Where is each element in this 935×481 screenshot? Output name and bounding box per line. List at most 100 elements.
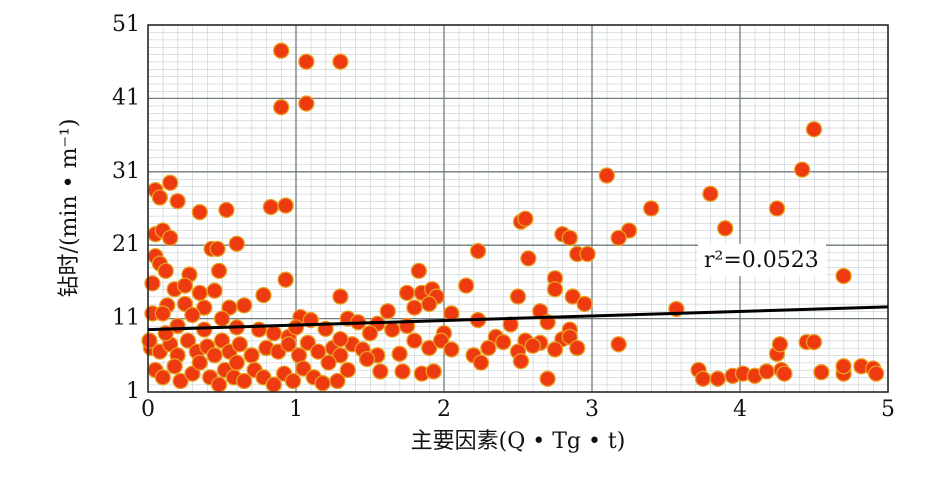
point	[172, 372, 189, 390]
point	[421, 339, 438, 357]
point	[509, 288, 527, 305]
point	[287, 319, 305, 336]
point	[432, 332, 450, 349]
point	[406, 299, 423, 316]
point	[805, 121, 823, 138]
point	[702, 185, 719, 202]
point	[277, 197, 294, 214]
point	[372, 363, 389, 380]
point	[332, 288, 349, 305]
point	[310, 343, 327, 360]
point	[329, 372, 346, 390]
point	[398, 284, 416, 302]
point	[213, 310, 231, 327]
point	[391, 345, 408, 362]
y-tick-label: 21	[112, 232, 140, 257]
point	[280, 336, 297, 353]
point	[196, 299, 213, 316]
point	[273, 99, 290, 116]
point	[384, 321, 401, 338]
y-tick-label: 31	[112, 159, 140, 184]
point	[154, 305, 171, 322]
point	[314, 375, 331, 392]
point	[643, 200, 660, 217]
point	[576, 295, 593, 313]
point	[835, 267, 852, 285]
point	[835, 358, 852, 375]
point	[520, 250, 537, 267]
point	[539, 370, 556, 387]
y-tick-label: 51	[112, 12, 140, 37]
point	[564, 288, 581, 305]
point	[546, 281, 564, 298]
y-tick-label: 41	[112, 85, 140, 110]
point	[298, 95, 315, 112]
annotation-box	[698, 244, 826, 276]
trend-line	[147, 305, 889, 332]
point	[443, 341, 460, 358]
point	[410, 262, 427, 280]
point	[299, 334, 316, 351]
point	[228, 354, 245, 371]
y-tick-label: 11	[112, 306, 140, 331]
point	[524, 337, 541, 354]
point	[813, 364, 830, 381]
point	[218, 201, 235, 219]
point	[191, 354, 208, 371]
point	[209, 240, 226, 258]
point	[776, 365, 793, 382]
point	[579, 245, 596, 263]
point	[425, 363, 442, 380]
point	[236, 297, 253, 314]
point	[517, 210, 534, 227]
point	[184, 306, 201, 324]
point	[157, 262, 174, 280]
point	[250, 321, 268, 338]
point	[805, 333, 823, 351]
point	[236, 372, 253, 390]
x-tick-label: 2	[437, 397, 451, 422]
point	[298, 53, 315, 70]
y-tick-label: 1	[126, 379, 140, 404]
point	[228, 235, 245, 252]
point	[206, 282, 223, 299]
point	[339, 361, 356, 379]
point	[191, 204, 208, 221]
point	[162, 229, 179, 247]
point	[361, 325, 379, 342]
x-tick-label: 3	[585, 397, 599, 422]
point	[141, 332, 158, 349]
point	[394, 363, 411, 380]
point	[176, 277, 194, 294]
annotation: r²=0.0523	[704, 248, 819, 273]
point	[495, 333, 512, 351]
x-axis-label: 主要因素(Q • Tg • t)	[411, 429, 626, 454]
point	[273, 42, 290, 59]
plot-frame	[147, 24, 889, 393]
point	[868, 365, 885, 382]
point	[196, 321, 213, 338]
point	[569, 339, 586, 357]
point	[610, 336, 627, 353]
point	[379, 303, 396, 320]
point	[758, 363, 775, 380]
point	[610, 229, 627, 247]
y-axis-label: 钻时/(min • m⁻¹)	[57, 119, 82, 298]
point	[421, 295, 438, 313]
point	[472, 354, 490, 371]
point	[169, 193, 186, 210]
point	[210, 262, 228, 280]
point	[598, 167, 615, 184]
point	[768, 200, 786, 217]
point	[210, 376, 228, 393]
point	[406, 332, 423, 349]
x-tick-label: 1	[289, 397, 303, 422]
point	[332, 53, 349, 70]
point	[794, 161, 811, 178]
point	[169, 317, 186, 335]
point	[480, 339, 497, 357]
point	[512, 353, 530, 370]
point	[709, 370, 726, 387]
point	[277, 271, 294, 288]
